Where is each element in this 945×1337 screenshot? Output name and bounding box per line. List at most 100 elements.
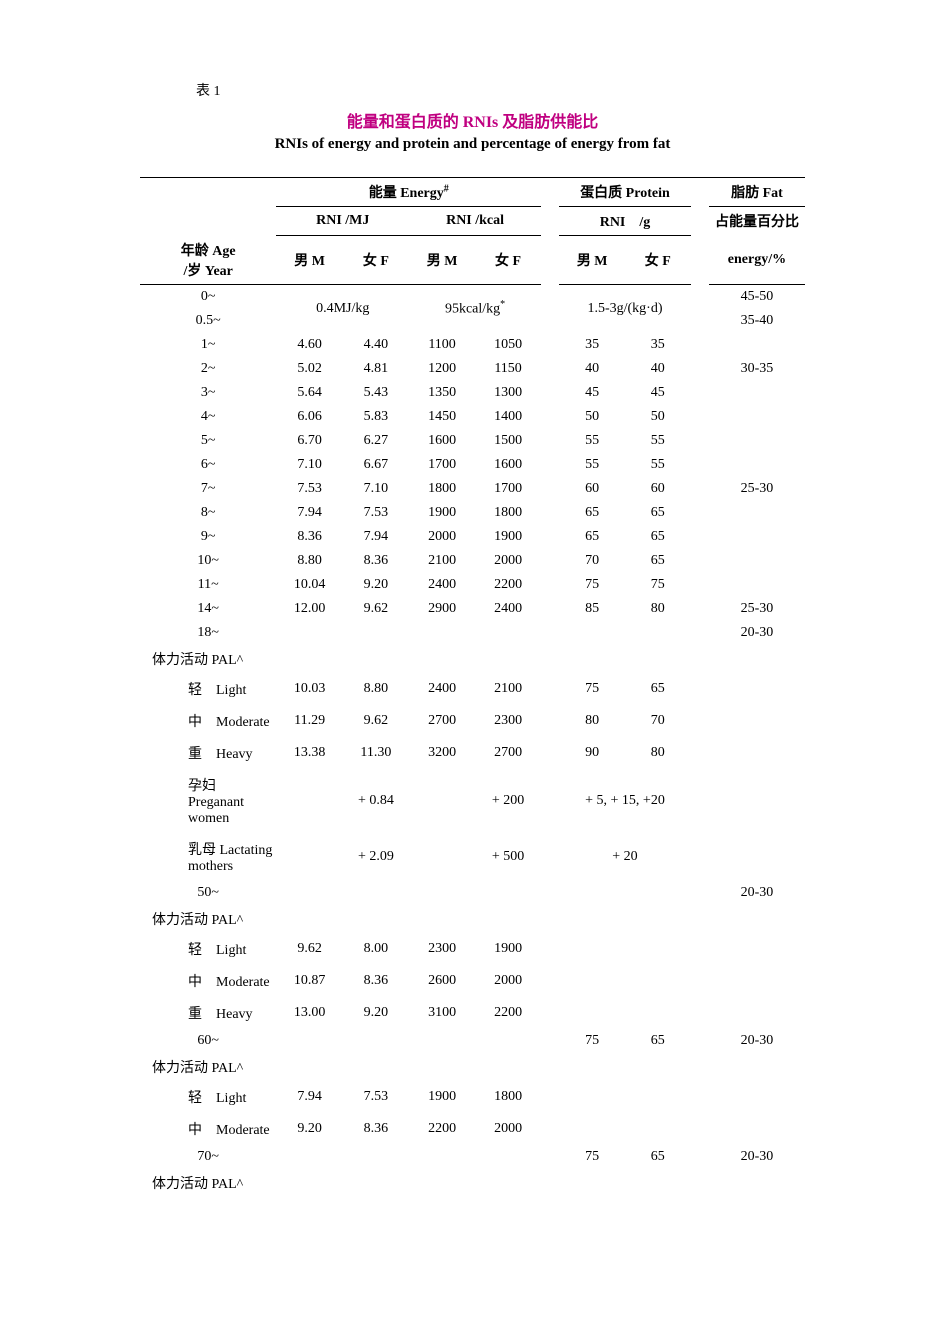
empty [559,1053,625,1081]
prot-f-cell: 50 [625,405,691,429]
kc-f-cell: 1900 [475,525,541,549]
gap [541,737,559,769]
empty [691,645,709,673]
kc-f-cell: 2300 [475,705,541,737]
kc-f-cell: 1800 [475,1081,541,1113]
fat-cell [709,1081,805,1113]
empty [541,645,559,673]
fat-cell [709,1113,805,1145]
mj-f-cell: 9.62 [343,597,409,621]
title-chinese: 能量和蛋白质的 RNIs 及脂肪供能比 [140,108,805,132]
gap [541,997,559,1029]
table-row: 中 Moderate10.878.3626002000 [140,965,805,997]
e [276,881,342,905]
empty [559,1169,625,1197]
empty [409,1169,475,1197]
pal-level: 重 Heavy [140,997,276,1029]
e [409,1029,475,1053]
empty [409,905,475,933]
age-cell: 50~ [140,881,276,905]
empty [343,1169,409,1197]
table-row: 5~6.706.27160015005555 [140,429,805,453]
empty [625,645,691,673]
gap [691,333,709,357]
kc-m-cell: 1200 [409,357,475,381]
gap [691,405,709,429]
gap [691,284,709,333]
mj-f-cell: 6.67 [343,453,409,477]
gap [691,705,709,737]
prot-f-cell: 80 [625,737,691,769]
gap [541,284,559,333]
kc-f-cell: 1150 [475,357,541,381]
empty [475,1053,541,1081]
kc-f-cell: 1050 [475,333,541,357]
fat-cell [709,933,805,965]
empty [625,1053,691,1081]
empty [559,645,625,673]
gap [691,525,709,549]
energy-sup: # [444,183,449,194]
gap [541,453,559,477]
header-age: 年龄 Age [181,244,236,259]
mj-m-cell: 4.60 [276,333,342,357]
header-rni-kcal: RNI /kcal [409,207,541,236]
fat-cell: 20-30 [709,1029,805,1053]
prot-f-cell [625,997,691,1029]
fat-cell [709,705,805,737]
e [409,833,475,881]
gap [541,357,559,381]
mj-f-cell: 8.80 [343,673,409,705]
pal-level: 轻 Light [140,933,276,965]
gap [691,1113,709,1145]
prot-cell: + 5, + 15, +20 [559,769,690,833]
kc-m-cell: 2000 [409,525,475,549]
kc-f-cell: 2000 [475,965,541,997]
prot-f-cell: 65 [625,1145,691,1169]
header-male-prot: 男 M [559,236,625,285]
kc-m-cell: 2300 [409,933,475,965]
gap [541,573,559,597]
prot-f-cell [625,621,691,645]
fat-cell [709,997,805,1029]
gap [691,1081,709,1113]
header-male-kcal: 男 M [409,236,475,285]
pal-level: 中 Moderate [140,705,276,737]
gap [691,737,709,769]
special-label: 孕妇 Preganantwomen [140,769,276,833]
gap [541,549,559,573]
kc-m-cell [409,621,475,645]
fat-cell: 25-30 [709,477,805,501]
gap [691,549,709,573]
prot-f-cell [625,1081,691,1113]
empty [409,1053,475,1081]
empty [343,905,409,933]
prot-m-cell: 70 [559,549,625,573]
mj-m-cell: 7.10 [276,453,342,477]
kc-m-cell: 1100 [409,333,475,357]
fat-cell [709,769,805,833]
kc-f-cell: 2100 [475,673,541,705]
gap [691,429,709,453]
empty [409,645,475,673]
pal-level: 中 Moderate [140,965,276,997]
fat-cell [709,405,805,429]
e [475,1145,541,1169]
header-rni-mj: RNI /MJ [276,207,409,236]
fat-cell: 25-30 [709,597,805,621]
prot-f-cell: 60 [625,477,691,501]
mj-m-cell: 6.06 [276,405,342,429]
mj-m-cell: 10.87 [276,965,342,997]
table-row: 8~7.947.53190018006565 [140,501,805,525]
kc-m-cell: 1350 [409,381,475,405]
prot-m-cell [559,965,625,997]
mj-f-cell: 6.27 [343,429,409,453]
header-rni-g: RNI /g [559,207,690,236]
gap [691,621,709,645]
gap [691,1145,709,1169]
prot-m-cell: 35 [559,333,625,357]
prot-m-cell: 75 [559,673,625,705]
gap [691,477,709,501]
gap [541,621,559,645]
gap [691,769,709,833]
